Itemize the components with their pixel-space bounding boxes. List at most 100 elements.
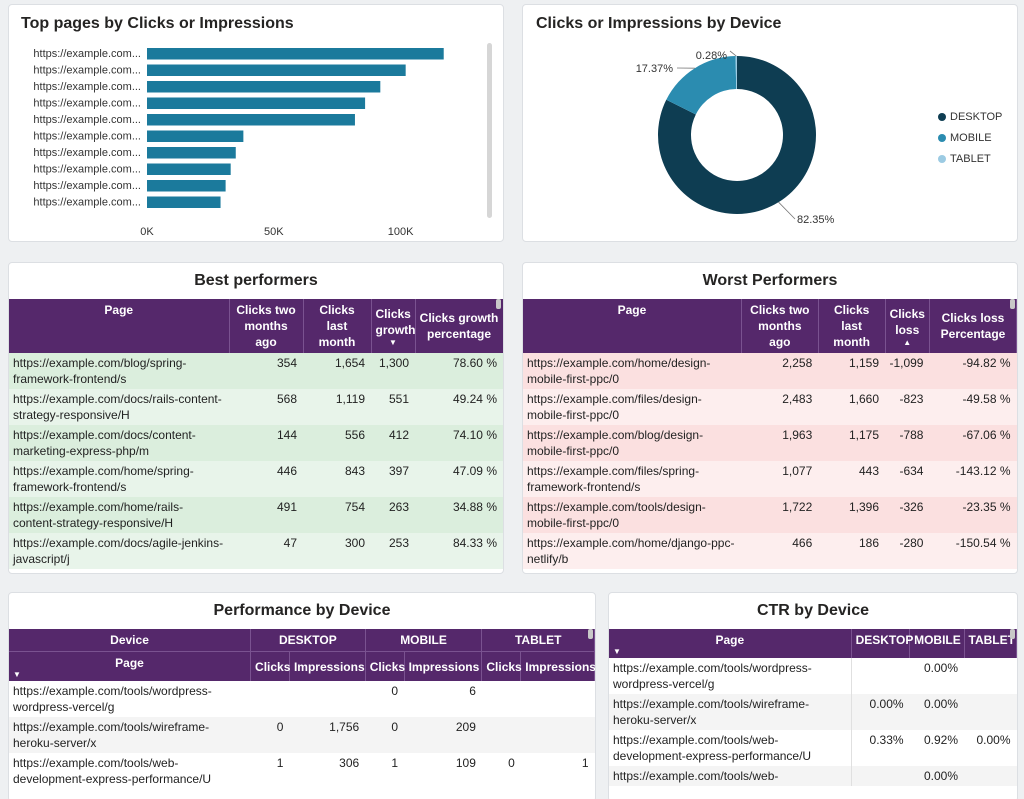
table-scrollbar[interactable] [496, 299, 501, 309]
value-cell [850, 658, 910, 694]
col-header-label: Page [715, 633, 745, 647]
donut-slice-desktop[interactable] [658, 56, 816, 214]
category-label: https://example.com... [33, 164, 141, 176]
device-group-desktop[interactable]: DESKTOP [250, 629, 366, 652]
legend-item-desktop[interactable]: DESKTOP [938, 106, 1002, 127]
col-header-mobile[interactable]: MOBILE [909, 629, 965, 658]
value-cell: 74.10 % [452, 428, 497, 442]
col-header-tablet-impressions[interactable]: Impressions [520, 651, 595, 681]
value-cell [521, 681, 595, 717]
table-row[interactable]: https://example.com/tools/wordpress-word… [609, 658, 1017, 694]
col-header-tablet-clicks[interactable]: Clicks [481, 651, 522, 681]
col-header-clicks-loss-percentage[interactable]: Clicks loss Percentage [929, 299, 1017, 353]
value-cell: 78.60 % [452, 356, 497, 370]
col-header-desktop-impressions[interactable]: Impressions [289, 651, 366, 681]
table-row[interactable]: https://example.com/docs/agile-jenkins-j… [9, 533, 503, 569]
table-row[interactable]: https://example.com/blog/spring-framewor… [9, 353, 503, 389]
chart-scrollbar[interactable] [487, 43, 492, 218]
device-group-tablet[interactable]: TABLET [481, 629, 595, 652]
table-row[interactable]: https://example.com/blog/design-mobile-f… [523, 425, 1017, 461]
top-pages-bar-chart: https://example.com... https://example.co… [33, 48, 444, 238]
value-cell: -326 [899, 500, 924, 514]
table-row[interactable]: https://example.com/home/design-mobile-f… [523, 353, 1017, 389]
col-header-desktop[interactable]: DESKTOP [851, 629, 913, 658]
col-header-page[interactable]: Page ▼ [609, 629, 852, 658]
bar[interactable] [147, 114, 355, 126]
value-cell: 1,077 [782, 464, 813, 478]
bar[interactable] [147, 163, 231, 176]
col-header-page[interactable]: Page ▼ [9, 651, 252, 681]
device-header[interactable]: Device [9, 629, 252, 652]
value-cell [964, 766, 1016, 786]
page-cell: https://example.com/tools/wireframe-hero… [613, 697, 810, 727]
table-row[interactable]: https://example.com/tools/design-mobile-… [523, 497, 1017, 533]
page-cell: https://example.com/blog/spring-framewor… [13, 356, 187, 386]
col-header-mobile-clicks[interactable]: Clicks [365, 651, 405, 681]
table-row[interactable]: https://example.com/tools/web- 0.00% [609, 766, 1017, 786]
value-cell: 568 [276, 392, 297, 406]
table-row[interactable]: https://example.com/home/spring-framewor… [9, 461, 503, 497]
table-row[interactable]: https://example.com/tools/wordpress-word… [9, 681, 595, 717]
value-cell: -634 [899, 464, 924, 478]
table-row[interactable]: https://example.com/tools/web-developmen… [609, 730, 1017, 766]
col-header-clicks-last-month[interactable]: Clicks last month [818, 299, 886, 353]
table-row[interactable]: https://example.com/home/rails-content-s… [9, 497, 503, 533]
page-cell: https://example.com/docs/rails-content-s… [13, 392, 222, 422]
value-cell [964, 658, 1016, 694]
value-cell: 1,175 [848, 428, 879, 442]
col-header-clicks-last-month[interactable]: Clicks last month [303, 299, 372, 353]
bar[interactable] [147, 130, 244, 143]
bar[interactable] [147, 180, 226, 192]
device-group-mobile[interactable]: MOBILE [365, 629, 483, 652]
col-header-clicks-loss[interactable]: Clicks loss ▲ [885, 299, 930, 353]
legend-item-tablet[interactable]: TABLET [938, 148, 1002, 169]
category-label: https://example.com... [33, 98, 141, 110]
col-header-desktop-clicks[interactable]: Clicks [250, 651, 290, 681]
bar[interactable] [147, 97, 366, 110]
value-cell: 109 [455, 756, 476, 770]
performance-by-device-card: Performance by Device Device DESKTOP MOB… [8, 592, 596, 799]
bar[interactable] [147, 81, 381, 93]
value-cell: 466 [792, 536, 813, 550]
table-scrollbar[interactable] [1010, 629, 1015, 639]
col-header-clicks-two-months-ago[interactable]: Clicks two months ago [741, 299, 819, 353]
table-scrollbar[interactable] [1010, 299, 1015, 309]
page-cell: https://example.com/tools/wireframe-hero… [13, 720, 210, 750]
col-header-page[interactable]: Page [9, 299, 230, 353]
table-header-row: Page Clicks two months ago Clicks last m… [523, 299, 1017, 353]
category-label: https://example.com... [33, 65, 141, 77]
legend-item-mobile[interactable]: MOBILE [938, 127, 1002, 148]
col-header-clicks-growth-percentage[interactable]: Clicks growth percentage [415, 299, 503, 353]
table-row[interactable]: https://example.com/files/design-mobile-… [523, 389, 1017, 425]
bar[interactable] [147, 64, 406, 77]
table-row[interactable]: https://example.com/docs/content-marketi… [9, 425, 503, 461]
value-cell: -788 [899, 428, 924, 442]
device-header-row: Device DESKTOP MOBILE TABLET [9, 629, 595, 652]
value-cell [251, 681, 290, 717]
col-header-clicks-two-months-ago[interactable]: Clicks two months ago [229, 299, 304, 353]
table-row[interactable]: https://example.com/tools/wireframe-hero… [9, 717, 595, 753]
col-header-mobile-impressions[interactable]: Impressions [404, 651, 483, 681]
bar[interactable] [147, 196, 221, 209]
bar[interactable] [147, 147, 236, 159]
col-header-page[interactable]: Page [523, 299, 742, 353]
value-cell: 354 [276, 356, 297, 370]
bar[interactable] [147, 48, 444, 60]
donut-slice-mobile[interactable] [666, 56, 737, 115]
value-cell: -67.06 % [962, 428, 1011, 442]
table-row[interactable]: https://example.com/tools/web-developmen… [9, 753, 595, 789]
value-cell: 1 [276, 756, 284, 770]
page-cell: https://example.com/files/spring-framewo… [527, 464, 700, 494]
table-scrollbar[interactable] [588, 629, 593, 639]
table-row[interactable]: https://example.com/home/django-ppc-netl… [523, 533, 1017, 569]
table-row[interactable]: https://example.com/tools/wireframe-hero… [609, 694, 1017, 730]
value-cell: 84.33 % [452, 536, 497, 550]
page-cell: https://example.com/home/spring-framewor… [13, 464, 194, 494]
table-row[interactable]: https://example.com/docs/rails-content-s… [9, 389, 503, 425]
donut-slice-tablet[interactable] [735, 56, 737, 90]
table-row[interactable]: https://example.com/files/spring-framewo… [523, 461, 1017, 497]
col-header-tablet[interactable]: TABLET [964, 629, 1017, 658]
col-header-clicks-growth[interactable]: Clicks growth ▼ [371, 299, 416, 353]
metric-header-row: Page ▼ Clicks Impressions Clicks Impressi… [9, 651, 595, 681]
legend-label: MOBILE [950, 131, 992, 144]
